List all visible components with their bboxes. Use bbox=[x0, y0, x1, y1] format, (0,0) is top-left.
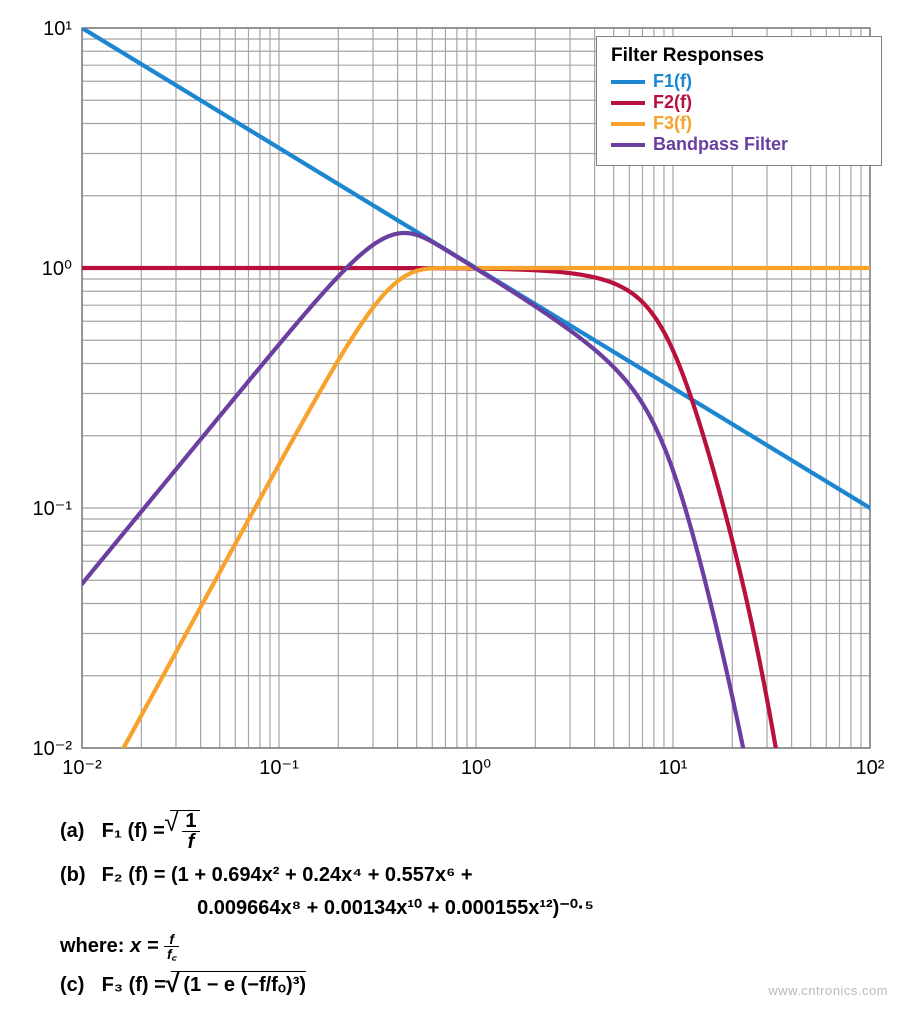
svg-text:10⁻²: 10⁻² bbox=[33, 738, 73, 760]
equations-block: (a) F₁ (f) = √ 1 f (b) F₂ (f) = (1 + 0.6… bbox=[60, 800, 860, 1009]
legend-label: F2(f) bbox=[653, 92, 692, 113]
legend-item: F2(f) bbox=[611, 92, 867, 113]
svg-text:10⁰: 10⁰ bbox=[42, 258, 72, 280]
legend-item: F3(f) bbox=[611, 113, 867, 134]
watermark-text: www.cntronics.com bbox=[768, 983, 888, 998]
svg-text:10²: 10² bbox=[856, 757, 885, 779]
legend-item: F1(f) bbox=[611, 71, 867, 92]
svg-text:10¹: 10¹ bbox=[43, 18, 72, 40]
equation-b-line2: 0.009664x⁸ + 0.00134x¹⁰ + 0.000155x¹²)⁻⁰… bbox=[60, 895, 860, 922]
legend-label: F1(f) bbox=[653, 71, 692, 92]
legend-swatch bbox=[611, 122, 645, 126]
legend-title: Filter Responses bbox=[611, 45, 867, 67]
equation-a: (a) F₁ (f) = √ 1 f bbox=[60, 810, 860, 852]
equation-b: (b) F₂ (f) = (1 + 0.694x² + 0.24x⁴ + 0.5… bbox=[60, 862, 860, 889]
chart-legend: Filter Responses F1(f)F2(f)F3(f)Bandpass… bbox=[596, 36, 882, 166]
legend-swatch bbox=[611, 143, 645, 147]
svg-text:10¹: 10¹ bbox=[659, 757, 688, 779]
legend-item: Bandpass Filter bbox=[611, 134, 867, 155]
legend-label: Bandpass Filter bbox=[653, 134, 788, 155]
legend-label: F3(f) bbox=[653, 113, 692, 134]
legend-swatch bbox=[611, 101, 645, 105]
svg-text:10⁻²: 10⁻² bbox=[62, 757, 102, 779]
svg-text:10⁻¹: 10⁻¹ bbox=[259, 757, 299, 779]
equation-c: (c) F₃ (f) = √ (1 − e (−f/fₒ)³) bbox=[60, 971, 860, 999]
legend-swatch bbox=[611, 80, 645, 84]
svg-text:10⁰: 10⁰ bbox=[461, 757, 491, 779]
equation-b-where: where: x = f f꜀ bbox=[60, 932, 860, 961]
svg-text:10⁻¹: 10⁻¹ bbox=[33, 498, 73, 520]
